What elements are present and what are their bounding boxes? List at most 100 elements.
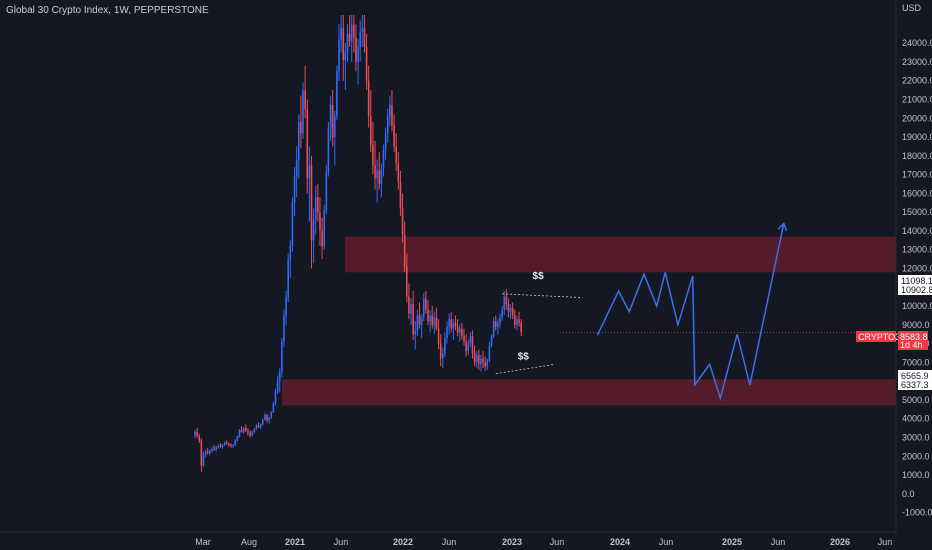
candle-body bbox=[490, 336, 493, 346]
candle-body bbox=[331, 105, 334, 138]
candle-body bbox=[348, 33, 351, 42]
price-tick-label: 19000.0 bbox=[902, 132, 932, 142]
candle-body bbox=[310, 165, 313, 241]
candle-body bbox=[509, 307, 512, 312]
candle-body bbox=[427, 309, 429, 322]
candle-body bbox=[198, 435, 201, 441]
candle-body bbox=[217, 445, 220, 448]
candle-body bbox=[287, 259, 289, 297]
liquidity-label-0: $$ bbox=[533, 271, 545, 282]
candle-body bbox=[497, 322, 499, 327]
projection-arrow-head bbox=[777, 222, 788, 232]
candle-body bbox=[482, 358, 484, 363]
candle-body bbox=[458, 328, 461, 333]
candle-body bbox=[452, 322, 455, 329]
candle-body bbox=[312, 219, 315, 241]
candle-body bbox=[359, 31, 362, 47]
candle-body bbox=[444, 337, 446, 353]
candle-body bbox=[234, 440, 237, 446]
candle-body bbox=[314, 197, 317, 220]
candle-body bbox=[486, 360, 489, 367]
time-tick-label: 2022 bbox=[393, 537, 413, 547]
candle-body bbox=[272, 403, 275, 413]
candle-body bbox=[416, 315, 419, 331]
candle-body bbox=[344, 52, 347, 61]
price-tag-label: 6337.3 bbox=[901, 380, 929, 390]
annotations: $$ $$ bbox=[495, 271, 583, 375]
candle-body bbox=[202, 454, 205, 466]
candle-body bbox=[501, 309, 503, 318]
candle-body bbox=[431, 315, 434, 325]
candle-body bbox=[469, 336, 472, 344]
candle-body bbox=[215, 447, 217, 450]
price-tick-label: 24000.0 bbox=[902, 38, 932, 48]
candle-body bbox=[206, 451, 209, 453]
projection-path bbox=[596, 222, 788, 401]
candle-body bbox=[401, 208, 404, 235]
currency-label: USD bbox=[902, 3, 922, 13]
candle-body bbox=[333, 116, 336, 138]
candle-body bbox=[257, 425, 260, 428]
candle-body bbox=[442, 353, 444, 359]
candle-body bbox=[247, 430, 249, 433]
candle-body bbox=[429, 315, 431, 322]
price-tick-label: 21000.0 bbox=[902, 95, 932, 105]
candle-body bbox=[399, 182, 402, 209]
time-tick-label: 2026 bbox=[830, 537, 850, 547]
candle-body bbox=[317, 197, 319, 213]
candle-body bbox=[278, 371, 281, 382]
time-tick-label: Jun bbox=[550, 537, 565, 547]
time-axis[interactable]: Mar Aug 2021 Jun 2022 Jun 2023 Jun 2024 Jun 2025 Ju… bbox=[0, 531, 896, 547]
candle-body bbox=[238, 429, 241, 437]
liquidity-line-0 bbox=[502, 293, 583, 299]
candle-body bbox=[329, 105, 332, 128]
candle-body bbox=[304, 90, 306, 109]
candle-body bbox=[291, 202, 294, 246]
candle-body bbox=[446, 326, 448, 338]
candle-body bbox=[223, 443, 226, 445]
time-tick-label: Jun bbox=[771, 537, 786, 547]
candle-body bbox=[422, 298, 425, 318]
time-tick-label: 2025 bbox=[722, 537, 742, 547]
zone-1 bbox=[282, 379, 896, 406]
price-tick-label: 16000.0 bbox=[902, 188, 932, 198]
candle-body bbox=[213, 448, 215, 450]
price-axis[interactable]: USD -1000.0 0.0 1000.0 2000.0 3000.0 4000.0 500… bbox=[895, 0, 932, 532]
candle-body bbox=[478, 354, 480, 365]
time-tick-label: Jun bbox=[334, 537, 349, 547]
candle-body bbox=[259, 424, 262, 428]
price-tick-label: 4000.0 bbox=[902, 414, 930, 424]
candle-body bbox=[391, 105, 393, 126]
candle-body bbox=[448, 319, 450, 327]
price-tick-label: 20000.0 bbox=[902, 113, 932, 123]
candle-body bbox=[249, 432, 251, 436]
countdown-label: 1d 4h bbox=[900, 340, 923, 350]
price-tick-label: 0.0 bbox=[902, 489, 915, 499]
price-tick-label: 7000.0 bbox=[902, 357, 930, 367]
candle-body bbox=[395, 146, 398, 164]
candle-body bbox=[261, 419, 264, 425]
candle-body bbox=[255, 425, 258, 430]
price-tick-label: 17000.0 bbox=[902, 170, 932, 180]
current-price-label: 8583.8 bbox=[900, 332, 928, 342]
candle-body bbox=[471, 336, 474, 353]
price-tick-label: 2000.0 bbox=[902, 451, 930, 461]
candle-body bbox=[293, 176, 296, 203]
price-tag-box bbox=[898, 379, 932, 390]
candle-body bbox=[357, 46, 359, 62]
candle-body bbox=[369, 116, 372, 145]
price-tick-label: 9000.0 bbox=[902, 320, 930, 330]
candle-body bbox=[382, 150, 385, 169]
candle-body bbox=[374, 165, 376, 179]
projection-line bbox=[596, 223, 785, 401]
candle-body bbox=[463, 336, 465, 342]
candle-body bbox=[518, 319, 520, 323]
candle-body bbox=[297, 122, 300, 160]
candle-body bbox=[230, 445, 232, 447]
candle-body bbox=[264, 414, 266, 420]
candle-body bbox=[488, 345, 491, 361]
candle-body bbox=[372, 144, 374, 166]
price-tick-label: 12000.0 bbox=[902, 264, 932, 274]
